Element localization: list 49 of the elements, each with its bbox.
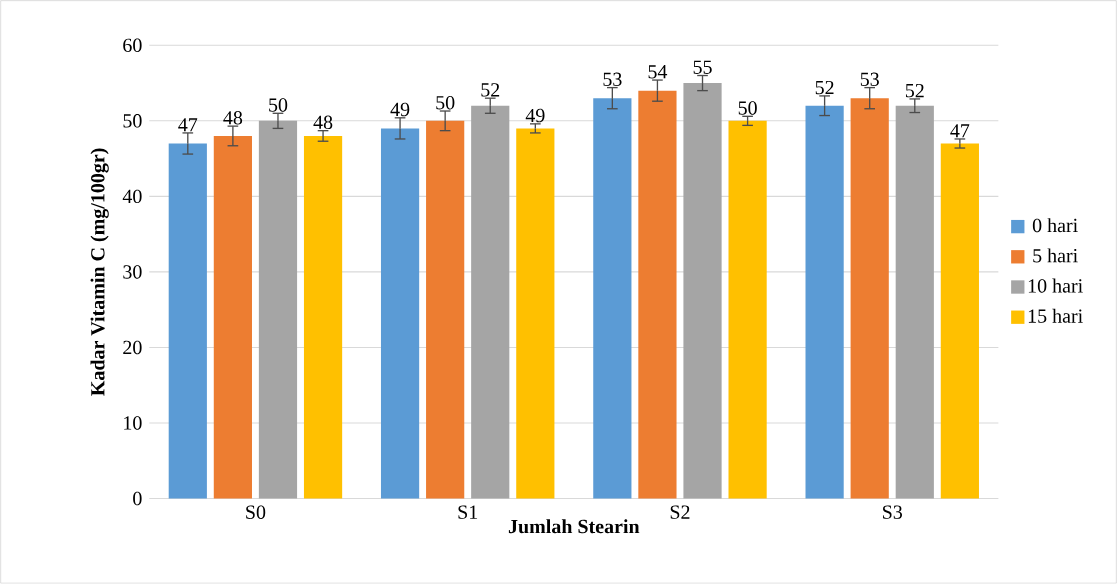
bar bbox=[593, 98, 632, 499]
bar bbox=[683, 83, 722, 499]
y-tick-label: 50 bbox=[123, 114, 142, 128]
bar bbox=[516, 128, 555, 499]
data-label: 47 bbox=[950, 124, 970, 138]
x-tick-label: S1 bbox=[458, 505, 478, 519]
bar bbox=[805, 105, 844, 499]
y-axis-title: Kadar Vitamin C (mg/100gr) bbox=[90, 148, 109, 396]
bar bbox=[426, 120, 465, 499]
data-label: 52 bbox=[815, 80, 834, 95]
legend-label: 5 hari bbox=[1033, 248, 1078, 263]
data-label: 52 bbox=[905, 84, 924, 98]
legend-label: 15 hari bbox=[1028, 308, 1083, 323]
data-label: 50 bbox=[738, 101, 757, 115]
bar bbox=[638, 90, 677, 499]
bar bbox=[850, 98, 889, 499]
y-tick-label: 30 bbox=[123, 265, 142, 279]
y-tick-label: 40 bbox=[122, 189, 142, 204]
bar bbox=[895, 105, 934, 499]
data-label: 50 bbox=[436, 96, 455, 110]
bar bbox=[380, 128, 420, 499]
x-axis-title: Jumlah Stearin bbox=[508, 519, 640, 534]
bar bbox=[471, 105, 510, 499]
data-label: 53 bbox=[603, 72, 622, 87]
data-label: 55 bbox=[693, 60, 712, 75]
legend-label: 0 hari bbox=[1032, 218, 1078, 233]
x-tick-label: S0 bbox=[246, 505, 266, 520]
x-tick-label: S2 bbox=[670, 505, 690, 519]
bar bbox=[213, 136, 252, 499]
y-tick-label: 20 bbox=[123, 340, 142, 355]
bar bbox=[303, 136, 343, 499]
legend-label: 10 hari bbox=[1028, 278, 1083, 293]
x-tick-label: S3 bbox=[883, 505, 903, 519]
y-tick-label: 10 bbox=[124, 416, 142, 430]
data-label: 49 bbox=[390, 102, 410, 117]
data-label: 52 bbox=[481, 83, 500, 97]
data-label: 53 bbox=[860, 72, 879, 87]
y-tick-label: 0 bbox=[133, 491, 142, 506]
data-label: 48 bbox=[313, 115, 333, 130]
data-label: 54 bbox=[648, 65, 668, 79]
data-label: 47 bbox=[178, 118, 198, 132]
data-label: 48 bbox=[223, 111, 243, 125]
bar bbox=[258, 120, 298, 499]
bar bbox=[168, 143, 207, 499]
y-tick-label: 60 bbox=[123, 38, 142, 53]
bar bbox=[940, 143, 979, 499]
bar bbox=[728, 120, 767, 499]
data-label: 50 bbox=[269, 98, 288, 112]
data-label: 49 bbox=[525, 108, 545, 123]
